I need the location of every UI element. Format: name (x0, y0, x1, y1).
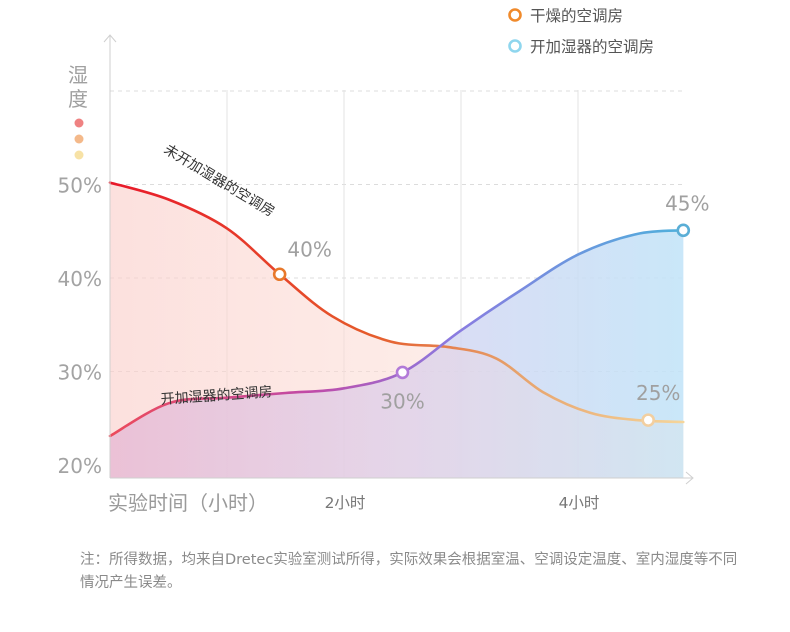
x-ticks: 2小时 4小时 (325, 494, 600, 512)
highlight-point (676, 223, 691, 238)
series-line-dry (108, 181, 685, 424)
x-tick-label: 4小时 (559, 494, 600, 512)
y-tick-label: 40% (58, 267, 102, 291)
level-dot (74, 134, 84, 144)
y-tick-label: 50% (58, 174, 102, 198)
legend-label-dry: 干燥的空调房 (530, 7, 623, 25)
legend-label-humid: 开加湿器的空调房 (530, 38, 654, 56)
humidity-level-dots (74, 118, 84, 160)
area-humid (110, 230, 684, 478)
highlight-point (395, 365, 410, 380)
area-fills (110, 182, 684, 478)
x-axis-arrow (685, 471, 694, 485)
data-label: 30% (380, 389, 424, 413)
data-label: 25% (636, 381, 680, 405)
level-dot (74, 118, 84, 128)
series-label-humid: 开加湿器的空调房 (160, 384, 273, 408)
data-label: 40% (287, 237, 331, 261)
legend-marker-humid (508, 39, 522, 53)
axes (103, 34, 694, 485)
legend: 干燥的空调房 开加湿器的空调房 (508, 7, 654, 56)
legend-marker-dry (508, 8, 522, 22)
humidity-chart: 40% 25% 30% 45% 湿度 20% 30% 40% 50% 实验时间（小时） 2小… (58, 7, 710, 515)
y-axis-arrow (103, 34, 117, 43)
y-tick-label: 20% (58, 454, 102, 478)
highlight-point (272, 267, 287, 282)
data-label: 45% (665, 191, 709, 215)
y-axis-label: 湿度 (68, 63, 88, 111)
footnote: 注：所得数据，均来自Dretec实验室测试所得，实际效果会根据室温、空调设定温度… (80, 552, 738, 591)
y-tick-label: 30% (58, 361, 102, 385)
highlight-point (641, 413, 656, 427)
x-tick-label: 2小时 (325, 494, 366, 512)
level-dot (74, 150, 84, 160)
highlight-markers: 40% 25% 30% 45% (272, 191, 710, 427)
y-ticks: 20% 30% 40% 50% (58, 174, 102, 479)
x-axis-label: 实验时间（小时） (108, 491, 268, 515)
